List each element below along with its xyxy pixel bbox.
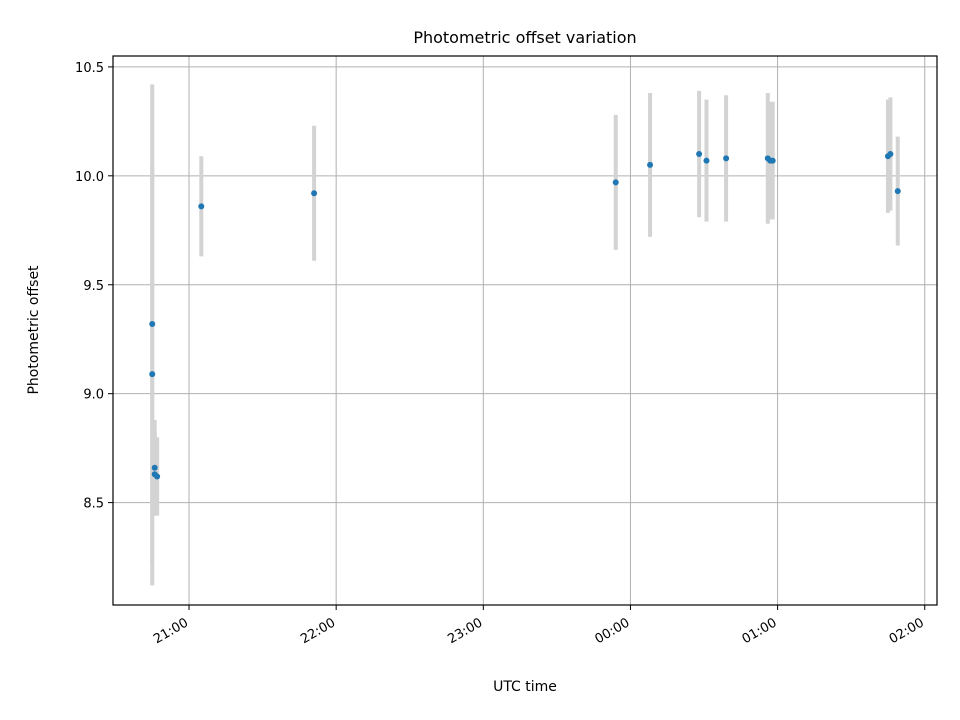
y-tick-label: 10.5 <box>75 61 104 76</box>
data-point <box>151 464 158 471</box>
y-tick-label: 10.0 <box>75 170 104 185</box>
plot-frame <box>112 55 938 606</box>
data-point <box>154 473 161 480</box>
grid <box>113 56 937 605</box>
data-point <box>198 203 205 210</box>
data-point <box>149 371 156 378</box>
x-axis-label: UTC time <box>493 679 557 695</box>
chart-title: Photometric offset variation <box>413 28 636 47</box>
data-point <box>769 157 776 164</box>
y-tick-label: 8.5 <box>83 497 104 512</box>
data-point <box>696 151 703 158</box>
y-axis-label: Photometric offset <box>26 265 42 395</box>
data-point <box>894 188 901 195</box>
data-points <box>149 151 901 480</box>
data-point <box>647 161 654 168</box>
y-tick-label: 9.0 <box>83 388 104 403</box>
data-point <box>311 190 318 197</box>
y-axis-ticks: 8.5 9.0 9.5 10.0 10.5 <box>75 61 113 512</box>
data-point <box>612 179 619 186</box>
data-point <box>887 151 894 158</box>
data-point <box>703 157 710 164</box>
data-point <box>723 155 730 162</box>
data-point <box>149 320 156 327</box>
y-tick-label: 9.5 <box>83 279 104 294</box>
